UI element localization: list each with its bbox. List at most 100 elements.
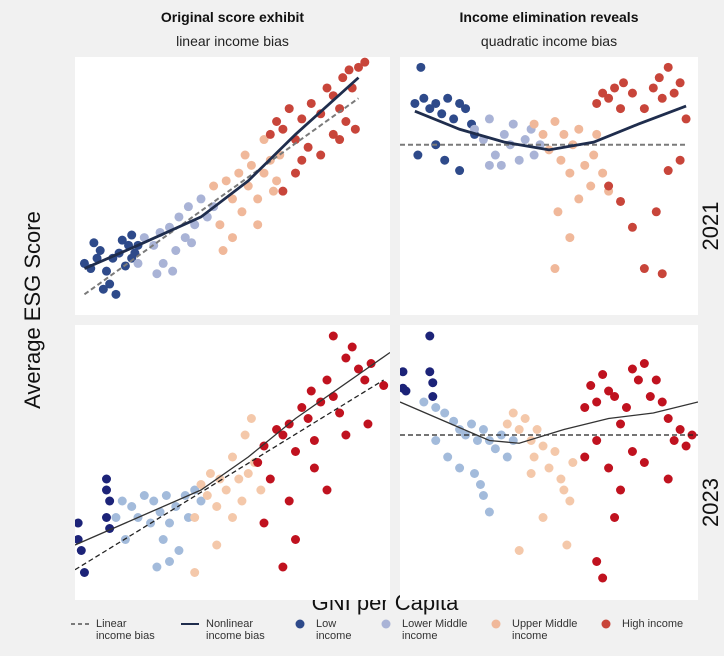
point (648, 83, 658, 93)
point (565, 168, 575, 178)
point (431, 98, 441, 108)
point (475, 480, 485, 489)
legend-item: Low income (290, 618, 358, 642)
point (328, 392, 338, 401)
point (550, 117, 560, 126)
point (562, 540, 572, 550)
point (604, 93, 614, 103)
point (639, 359, 649, 368)
point (431, 403, 441, 412)
point (341, 117, 351, 126)
panel (75, 325, 390, 600)
legend-icon (181, 623, 199, 625)
point (478, 425, 488, 434)
legend-icon (71, 623, 89, 625)
point (553, 207, 563, 217)
point (360, 375, 370, 385)
point (366, 359, 376, 368)
legend-label: Nonlinear income bias (206, 618, 265, 642)
point (616, 104, 626, 114)
panel (75, 57, 390, 315)
point (291, 535, 300, 544)
point (95, 246, 105, 255)
point (538, 513, 548, 522)
point (354, 364, 363, 374)
point (400, 367, 408, 377)
point (580, 452, 590, 462)
point (472, 436, 482, 445)
point (556, 155, 566, 165)
point (139, 233, 149, 243)
point (183, 513, 193, 522)
point (79, 258, 89, 268)
point (544, 463, 554, 473)
point (627, 222, 637, 232)
point (259, 441, 269, 451)
point (272, 176, 282, 186)
point (89, 238, 99, 248)
point (111, 289, 121, 299)
legend: Linear income bias Nonlinear income bias L… (70, 618, 710, 642)
point (413, 150, 423, 160)
point (437, 109, 447, 119)
point (92, 253, 102, 263)
point (105, 279, 115, 289)
point (291, 447, 300, 456)
point (520, 135, 530, 145)
point (354, 62, 363, 72)
point (344, 65, 354, 75)
point (212, 540, 222, 550)
point (538, 129, 548, 139)
point (278, 562, 288, 572)
legend-label: Upper Middle income (512, 618, 578, 642)
point (440, 155, 450, 165)
point (297, 403, 307, 412)
panel-title: Original score exhibit (161, 9, 304, 25)
legend-label: Low income (316, 618, 352, 642)
point (306, 98, 316, 108)
point (428, 392, 438, 401)
point (508, 436, 518, 445)
point (681, 441, 691, 451)
point (253, 458, 263, 467)
point (568, 458, 578, 467)
point (681, 114, 691, 124)
point (297, 155, 307, 165)
point (627, 88, 637, 98)
point (616, 419, 626, 429)
point (425, 104, 435, 114)
legend-icon (381, 619, 391, 629)
point (502, 452, 512, 462)
point (574, 194, 584, 204)
point (165, 557, 174, 566)
point (259, 135, 269, 145)
point (309, 436, 319, 445)
point (196, 194, 206, 204)
point (508, 408, 518, 418)
point (152, 269, 162, 279)
trend-line (75, 351, 390, 546)
point (221, 176, 231, 186)
point (363, 419, 373, 429)
point (639, 458, 649, 467)
point (379, 381, 389, 390)
point (335, 135, 345, 145)
point (303, 142, 313, 152)
point (215, 220, 225, 230)
point (76, 546, 86, 555)
point (455, 98, 465, 108)
point (98, 284, 108, 294)
point (470, 469, 479, 478)
point (228, 194, 237, 204)
point (196, 480, 206, 489)
point (619, 78, 628, 88)
point (526, 469, 536, 478)
point (253, 220, 263, 230)
point (165, 518, 174, 528)
point (240, 150, 250, 160)
point (152, 562, 162, 572)
point (205, 469, 215, 478)
plot-area (79, 57, 370, 299)
point (663, 62, 673, 72)
legend-icon (295, 619, 305, 629)
